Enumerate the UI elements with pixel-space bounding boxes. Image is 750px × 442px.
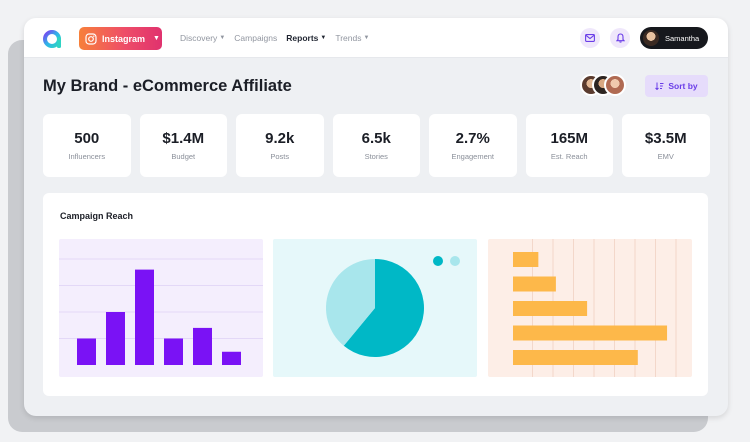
nav-trends[interactable]: Trends ▼ xyxy=(335,33,369,43)
stat-card-influencers: 500 Influencers xyxy=(43,114,131,177)
user-name: Samantha xyxy=(665,33,700,43)
nav-reports-label: Reports xyxy=(286,33,319,43)
hbar xyxy=(513,325,668,341)
campaign-reach-card: Campaign Reach xyxy=(43,193,708,396)
page-title: My Brand - eCommerce Affiliate xyxy=(43,77,292,95)
stat-card-posts: 9.2k Posts xyxy=(236,114,324,177)
stat-label: EMV xyxy=(657,152,674,161)
stat-value: $3.5M xyxy=(644,130,687,147)
hbar-chart-panel xyxy=(488,239,692,377)
hbar xyxy=(513,301,588,316)
sort-button[interactable]: Sort by xyxy=(645,75,708,97)
pie-slice xyxy=(326,259,375,346)
stat-label: Budget xyxy=(171,152,196,161)
nav-trends-label: Trends xyxy=(335,33,362,43)
bar-chart-panel xyxy=(59,239,263,377)
platform-label: Instagram xyxy=(102,33,146,44)
sort-label: Sort by xyxy=(668,81,698,91)
hbar xyxy=(513,276,556,292)
app-window: Instagram ▼ Discovery ▼ Campaigns Report… xyxy=(24,18,728,416)
hbar xyxy=(513,252,539,267)
bar xyxy=(77,338,96,365)
stat-value: 6.5k xyxy=(361,130,391,147)
chevron-down-icon: ▼ xyxy=(363,35,370,41)
sort-icon xyxy=(655,82,664,90)
pie-chart xyxy=(326,256,460,357)
pie-chart-panel xyxy=(273,239,477,377)
top-navbar: Instagram ▼ Discovery ▼ Campaigns Report… xyxy=(24,18,728,58)
bar xyxy=(222,351,241,365)
stat-label: Stories xyxy=(364,152,388,161)
stat-value: 2.7% xyxy=(455,130,490,147)
bell-icon xyxy=(615,33,625,43)
stat-label: Engagement xyxy=(451,152,495,161)
legend-dot xyxy=(450,256,460,266)
horizontal-bar-chart xyxy=(513,239,677,377)
nav-campaigns[interactable]: Campaigns xyxy=(234,33,277,43)
chevron-down-icon: ▼ xyxy=(153,35,160,42)
stat-label: Influencers xyxy=(68,152,106,161)
nav-discovery-label: Discovery xyxy=(180,33,218,43)
stat-value: 165M xyxy=(550,130,589,147)
user-menu[interactable]: Samantha xyxy=(640,27,708,49)
campaign-reach-title: Campaign Reach xyxy=(60,211,134,221)
brand-logo-icon[interactable] xyxy=(42,28,64,50)
stat-label: Posts xyxy=(270,152,290,161)
team-avatars[interactable] xyxy=(580,74,632,98)
stat-card-engagement: 2.7% Engagement xyxy=(429,114,517,177)
avatar xyxy=(643,30,659,46)
platform-selector[interactable]: Instagram ▼ xyxy=(79,27,162,50)
nav-campaigns-label: Campaigns xyxy=(234,33,278,43)
pie-slice xyxy=(343,259,424,357)
stat-label: Est. Reach xyxy=(550,152,588,161)
instagram-icon xyxy=(85,32,97,45)
stat-card-emv: $3.5M EMV xyxy=(622,114,710,177)
chevron-down-icon: ▼ xyxy=(320,35,327,41)
nav-discovery[interactable]: Discovery ▼ xyxy=(180,33,225,43)
hbar xyxy=(513,350,638,365)
stat-card-budget: $1.4M Budget xyxy=(139,114,227,177)
nav-reports[interactable]: Reports ▼ xyxy=(286,33,326,43)
bar xyxy=(193,327,212,365)
stat-value: 500 xyxy=(74,130,100,147)
bar xyxy=(106,312,125,365)
bar xyxy=(135,269,154,365)
stat-card-stories: 6.5k Stories xyxy=(332,114,420,177)
stat-value: 9.2k xyxy=(265,130,295,147)
legend-dot xyxy=(433,256,443,266)
mail-button[interactable] xyxy=(580,28,600,48)
mail-icon xyxy=(585,34,595,42)
bar-chart xyxy=(59,258,263,365)
bar xyxy=(164,338,183,365)
main-nav: Discovery ▼ Campaigns Reports ▼ Trends ▼ xyxy=(180,18,369,58)
stats-row: 500 Influencers $1.4M Budget 9.2k Posts … xyxy=(43,114,710,177)
stat-value: $1.4M xyxy=(162,130,205,147)
chevron-down-icon: ▼ xyxy=(219,35,226,41)
notifications-button[interactable] xyxy=(610,28,630,48)
avatar xyxy=(604,74,626,96)
stat-card-est-reach: 165M Est. Reach xyxy=(525,114,613,177)
